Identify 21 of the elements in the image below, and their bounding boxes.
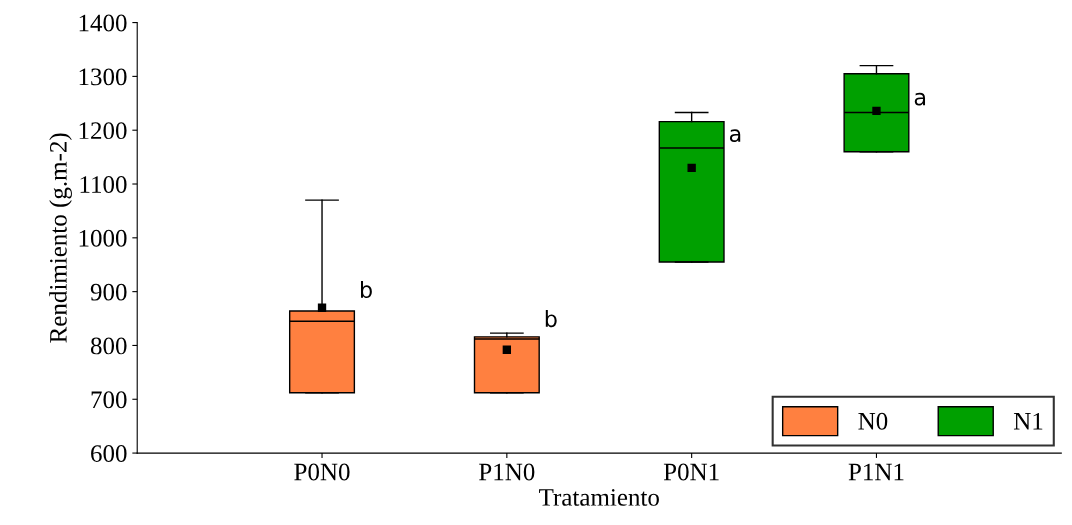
y-tick-label: 600 (91, 445, 127, 462)
y-tick-label: 1000 (79, 229, 127, 247)
legend-label: N1 (1013, 412, 1043, 430)
annotation: b (545, 309, 557, 328)
y-tick-label: 1200 (79, 122, 127, 140)
y-axis-title: Rendimiento (g.m-2) (49, 133, 72, 343)
annotation: a (914, 92, 926, 106)
y-tick-label: 1400 (79, 14, 127, 32)
x-tick-label: P1N0 (479, 463, 535, 481)
y-tick-label: 900 (90, 283, 127, 301)
annotation: a (729, 129, 741, 143)
y-tick-label: 800 (90, 337, 127, 355)
y-tick-label: 1100 (80, 176, 127, 193)
y-tick-label: 1300 (79, 68, 127, 86)
y-tick-label: 700 (91, 391, 127, 409)
x-tick-label: P0N0 (294, 463, 350, 481)
x-axis-title: Tratamiento (539, 489, 659, 506)
annotation: b (361, 280, 372, 299)
x-tick-label: P0N1 (663, 463, 719, 481)
x-tick-label: P1N1 (848, 463, 904, 481)
legend-label: N0 (858, 412, 888, 430)
